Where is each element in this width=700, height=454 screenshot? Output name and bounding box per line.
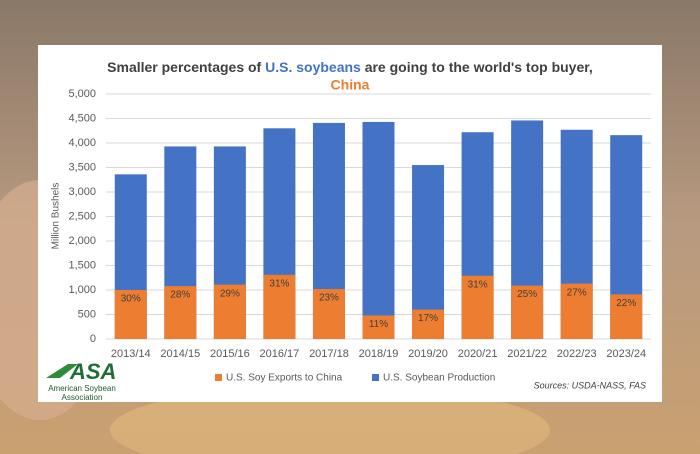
x-tick-label: 2016/17: [260, 348, 300, 360]
x-tick-label: 2021/22: [507, 348, 547, 360]
y-tick-label: 5,000: [68, 88, 96, 100]
logo: ASA American Soybean Association: [46, 359, 116, 402]
x-tick-label: 2013/14: [111, 348, 151, 360]
x-tick-label: 2020/21: [458, 348, 498, 360]
bar: [213, 284, 246, 339]
data-label: 28%: [170, 290, 190, 301]
bar: [560, 283, 593, 339]
data-label: 17%: [418, 313, 438, 324]
logo-text: American Soybean: [48, 384, 116, 393]
x-tick-label: 2022/23: [557, 348, 597, 360]
bar: [164, 286, 197, 339]
data-label: 29%: [220, 288, 240, 299]
data-label: 27%: [567, 287, 587, 298]
title-part: are going to the world's top buyer,: [361, 59, 593, 75]
x-tick-label: 2017/18: [309, 348, 349, 360]
legend-swatch: [372, 374, 379, 381]
x-tick-label: 2014/15: [160, 348, 200, 360]
y-tick-label: 3,000: [68, 186, 96, 198]
x-tick-label: 2018/19: [359, 348, 399, 360]
bar: [114, 290, 147, 339]
bar: [610, 294, 643, 339]
bar: [511, 285, 544, 339]
bar: [461, 275, 494, 339]
y-tick-label: 500: [78, 308, 96, 320]
logo-swoosh: [46, 364, 78, 378]
y-tick-label: 2,000: [68, 235, 96, 247]
data-label: 30%: [121, 294, 141, 305]
bar: [312, 289, 345, 339]
legend-label: U.S. Soy Exports to China: [226, 373, 343, 384]
legend-label: U.S. Soybean Production: [383, 373, 495, 384]
data-label: 31%: [269, 278, 289, 289]
y-axis-label: Million Bushels: [51, 183, 62, 250]
y-tick-label: 2,500: [68, 210, 96, 222]
data-label: 23%: [319, 293, 339, 304]
x-tick-label: 2015/16: [210, 348, 250, 360]
x-tick-label: 2023/24: [606, 348, 646, 360]
source: Sources: USDA-NASS, FAS: [534, 380, 646, 390]
chart-title: Smaller percentages of U.S. soybeans are…: [107, 59, 593, 75]
data-label: 11%: [369, 319, 388, 330]
bar: [412, 309, 445, 339]
y-tick-label: 4,000: [68, 137, 96, 149]
y-tick-label: 1,000: [68, 284, 96, 296]
soybeans-blur: [110, 385, 550, 454]
title-part: U.S. soybeans: [265, 59, 361, 75]
logo-text: Association: [62, 393, 103, 402]
title-part: Smaller percentages of: [107, 59, 265, 75]
legend-swatch: [215, 374, 222, 381]
bar: [362, 315, 395, 339]
logo-mark: ASA: [69, 359, 116, 384]
y-tick-label: 4,500: [68, 112, 96, 124]
chart-title: China: [331, 77, 370, 93]
y-tick-label: 0: [90, 333, 96, 345]
bar: [263, 274, 296, 339]
data-label: 25%: [517, 289, 537, 300]
y-tick-label: 1,500: [68, 259, 96, 271]
data-label: 31%: [468, 279, 488, 290]
data-label: 22%: [616, 298, 636, 309]
bar: [362, 121, 395, 340]
y-tick-label: 3,500: [68, 161, 96, 173]
x-tick-label: 2019/20: [408, 348, 448, 360]
